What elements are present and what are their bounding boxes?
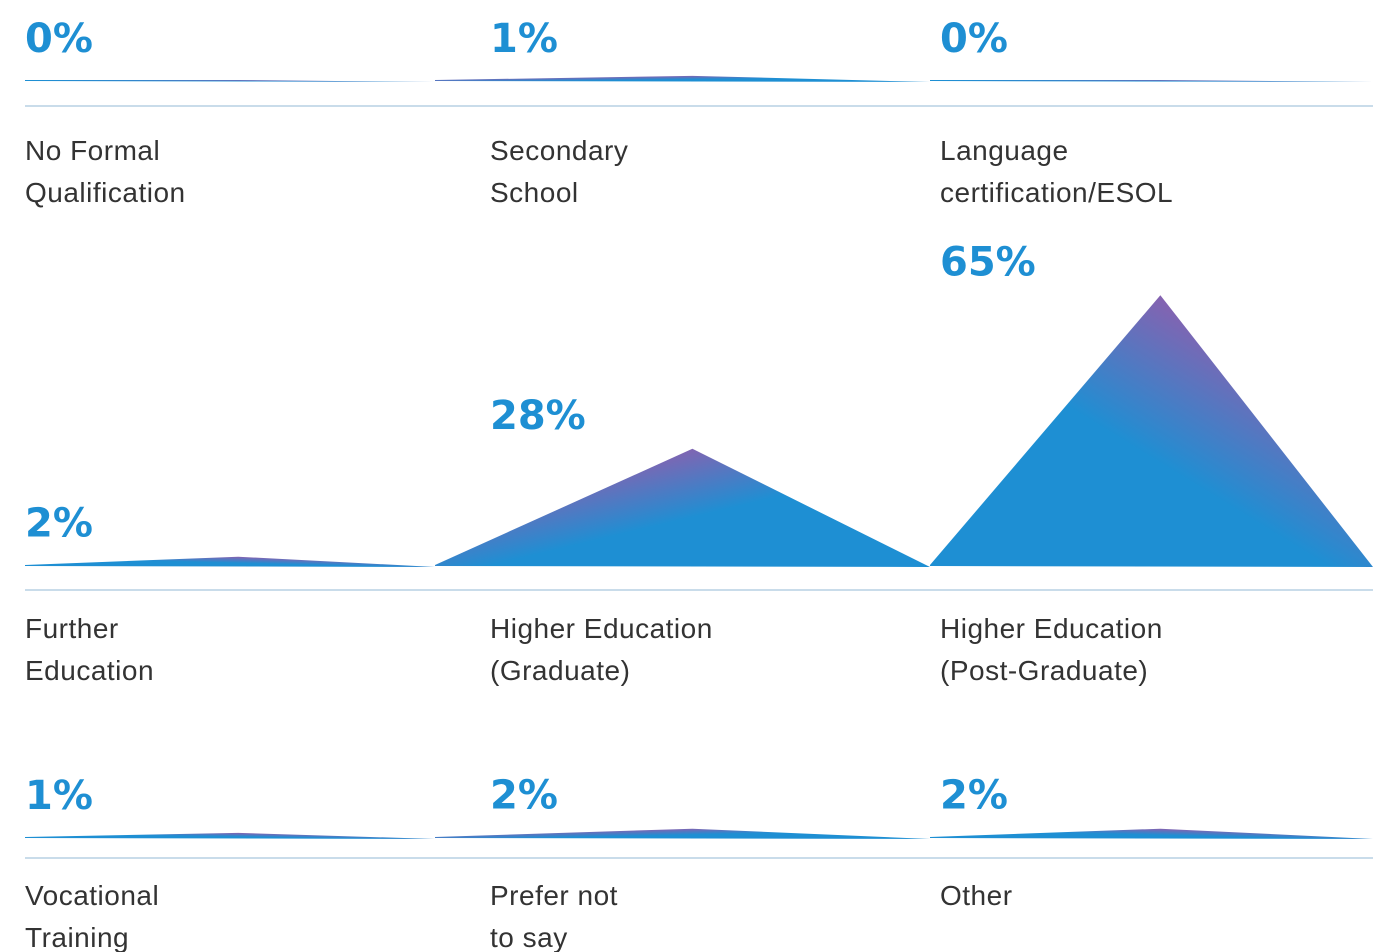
peak xyxy=(25,80,435,82)
category-label: to say xyxy=(490,922,568,952)
value-label: 65% xyxy=(940,239,1036,285)
category-label: Training xyxy=(25,922,129,952)
category-label: Secondary xyxy=(490,135,628,166)
category-label: Prefer not xyxy=(490,880,618,911)
peak xyxy=(930,295,1373,567)
category-label: Higher Education xyxy=(490,613,713,644)
value-label: 1% xyxy=(490,16,558,62)
peak xyxy=(435,828,930,839)
value-label: 0% xyxy=(25,16,93,62)
category-label: Qualification xyxy=(25,177,186,208)
value-label: 1% xyxy=(25,773,93,819)
category-label: certification/ESOL xyxy=(940,177,1173,208)
peak xyxy=(435,448,930,567)
category-label: No Formal xyxy=(25,135,160,166)
category-label: (Post-Graduate) xyxy=(940,655,1148,686)
category-label: School xyxy=(490,177,579,208)
category-label: Further xyxy=(25,613,119,644)
peak xyxy=(435,75,930,82)
value-label: 28% xyxy=(490,393,586,439)
peak xyxy=(930,828,1373,839)
value-label: 0% xyxy=(940,16,1008,62)
category-label: Language xyxy=(940,135,1069,166)
category-label: Higher Education xyxy=(940,613,1163,644)
category-label: (Graduate) xyxy=(490,655,630,686)
value-label: 2% xyxy=(940,773,1008,819)
category-label: Vocational xyxy=(25,880,159,911)
category-label: Other xyxy=(940,880,1013,911)
peak xyxy=(25,832,435,839)
category-label: Education xyxy=(25,655,154,686)
value-label: 2% xyxy=(25,501,93,547)
peak xyxy=(930,80,1373,82)
value-label: 2% xyxy=(490,773,558,819)
peak xyxy=(25,556,435,567)
